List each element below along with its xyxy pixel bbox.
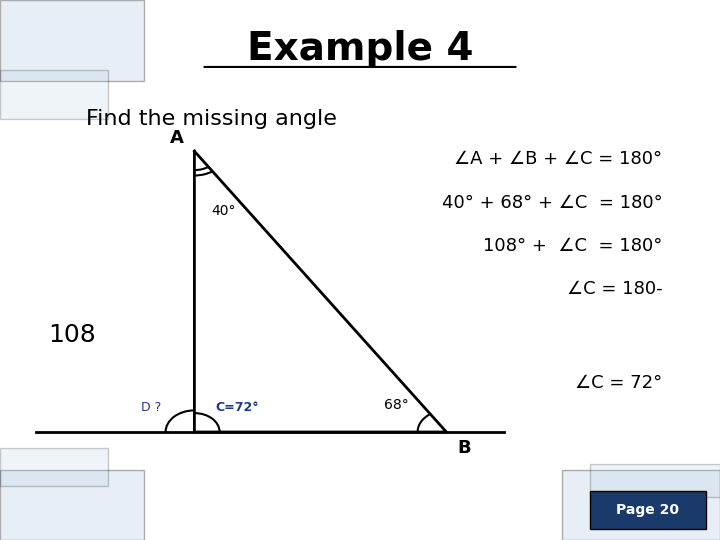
Text: B: B xyxy=(458,439,471,457)
FancyBboxPatch shape xyxy=(590,491,706,529)
Text: 68°: 68° xyxy=(384,398,408,412)
Text: 40°: 40° xyxy=(211,204,235,218)
Text: 108° +  ∠C  = 180°: 108° + ∠C = 180° xyxy=(483,237,662,255)
Text: Example 4: Example 4 xyxy=(247,30,473,68)
FancyBboxPatch shape xyxy=(0,470,144,540)
Text: ∠C = 180-: ∠C = 180- xyxy=(567,280,662,298)
FancyBboxPatch shape xyxy=(0,448,108,486)
FancyBboxPatch shape xyxy=(590,464,720,497)
Text: ∠C = 72°: ∠C = 72° xyxy=(575,374,662,393)
Text: D ?: D ? xyxy=(141,401,161,414)
Text: Find the missing angle: Find the missing angle xyxy=(86,109,337,129)
FancyBboxPatch shape xyxy=(0,0,144,81)
Text: C=72°: C=72° xyxy=(216,401,259,414)
Text: ∠A + ∠B + ∠C = 180°: ∠A + ∠B + ∠C = 180° xyxy=(454,150,662,168)
Text: 40° + 68° + ∠C  = 180°: 40° + 68° + ∠C = 180° xyxy=(441,193,662,212)
Text: Page 20: Page 20 xyxy=(616,503,680,517)
Text: 108: 108 xyxy=(48,323,96,347)
FancyBboxPatch shape xyxy=(562,470,720,540)
FancyBboxPatch shape xyxy=(0,70,108,119)
Text: A: A xyxy=(169,129,184,147)
